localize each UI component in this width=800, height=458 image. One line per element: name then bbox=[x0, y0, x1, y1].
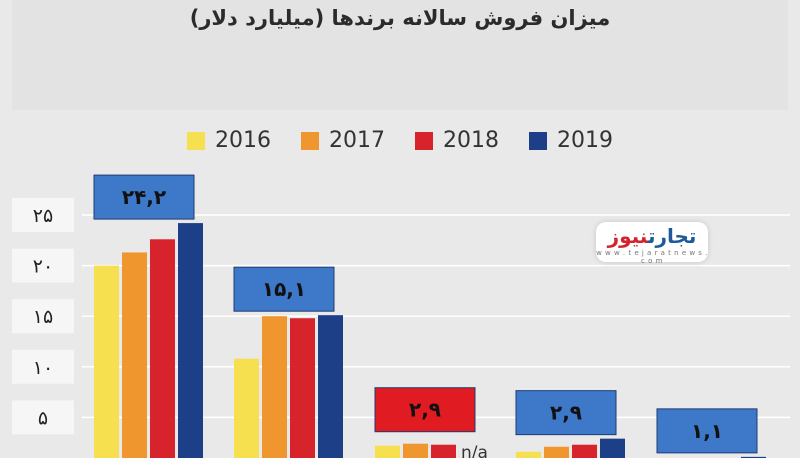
legend-item-2019: 2019 bbox=[529, 128, 613, 153]
y-tick-label: ۱۵ bbox=[33, 306, 53, 328]
bar-2017 bbox=[544, 446, 569, 458]
bar-2016 bbox=[516, 451, 541, 458]
bar-2019 bbox=[741, 456, 766, 458]
bar-2017 bbox=[262, 316, 287, 458]
legend: 2016 2017 2018 2019 bbox=[0, 128, 800, 153]
legend-label: 2017 bbox=[329, 128, 385, 153]
tick-label-box bbox=[12, 299, 74, 334]
value-label: ۱۵,۱ bbox=[262, 277, 306, 301]
legend-item-2017: 2017 bbox=[301, 128, 385, 153]
value-label: ۲,۹ bbox=[550, 401, 582, 425]
legend-swatch bbox=[415, 131, 433, 150]
y-tick-label: ۱۰ bbox=[33, 357, 53, 379]
tejaratnews-logo: تجارتنیوز w w w . t e j a r a t n e w s … bbox=[596, 222, 708, 265]
legend-item-2018: 2018 bbox=[415, 128, 499, 153]
legend-swatch bbox=[187, 131, 205, 150]
bar-2018 bbox=[572, 444, 597, 458]
bar-2016 bbox=[94, 265, 119, 458]
chart-title: میزان فروش سالانه برندها (میلیارد دلار) bbox=[189, 6, 611, 30]
value-label: ۱,۱ bbox=[691, 419, 723, 443]
value-label-box bbox=[233, 266, 335, 312]
bar-2019 bbox=[600, 438, 625, 458]
title-band bbox=[12, 0, 788, 110]
value-label-box bbox=[656, 408, 758, 454]
logo-subtitle: w w w . t e j a r a t n e w s . c o m bbox=[596, 249, 708, 265]
bar-2019 bbox=[178, 223, 203, 458]
y-tick-label: ۲۵ bbox=[33, 205, 53, 227]
tick-label-box bbox=[12, 198, 74, 232]
bar-2016 bbox=[234, 358, 259, 458]
legend-swatch bbox=[301, 131, 319, 150]
bar-2016 bbox=[375, 445, 400, 458]
value-label-box bbox=[374, 387, 476, 433]
legend-label: 2016 bbox=[215, 128, 271, 153]
legend-label: 2019 bbox=[557, 128, 613, 153]
bar-2018 bbox=[150, 239, 175, 458]
value-label-box bbox=[93, 174, 195, 220]
value-label: ۲,۹ bbox=[409, 398, 441, 422]
legend-item-2016: 2016 bbox=[187, 128, 271, 153]
legend-label: 2018 bbox=[443, 128, 499, 153]
y-tick-label: ۲۰ bbox=[33, 256, 53, 278]
tick-label-box bbox=[12, 349, 74, 384]
value-label: ۲۴,۲ bbox=[122, 185, 166, 209]
bar-2019 bbox=[318, 315, 343, 458]
legend-swatch bbox=[529, 131, 547, 150]
logo-wordmark: تجارتنیوز bbox=[607, 224, 697, 248]
tick-label-box bbox=[12, 400, 74, 435]
bar-2017 bbox=[403, 443, 428, 458]
na-label: n/a bbox=[461, 443, 488, 458]
bar-2017 bbox=[122, 252, 147, 458]
y-tick-label: ۵ bbox=[38, 407, 48, 429]
bar-2018 bbox=[290, 318, 315, 458]
tick-label-box bbox=[12, 248, 74, 283]
bar-2018 bbox=[431, 444, 456, 458]
value-label-box bbox=[515, 390, 617, 436]
